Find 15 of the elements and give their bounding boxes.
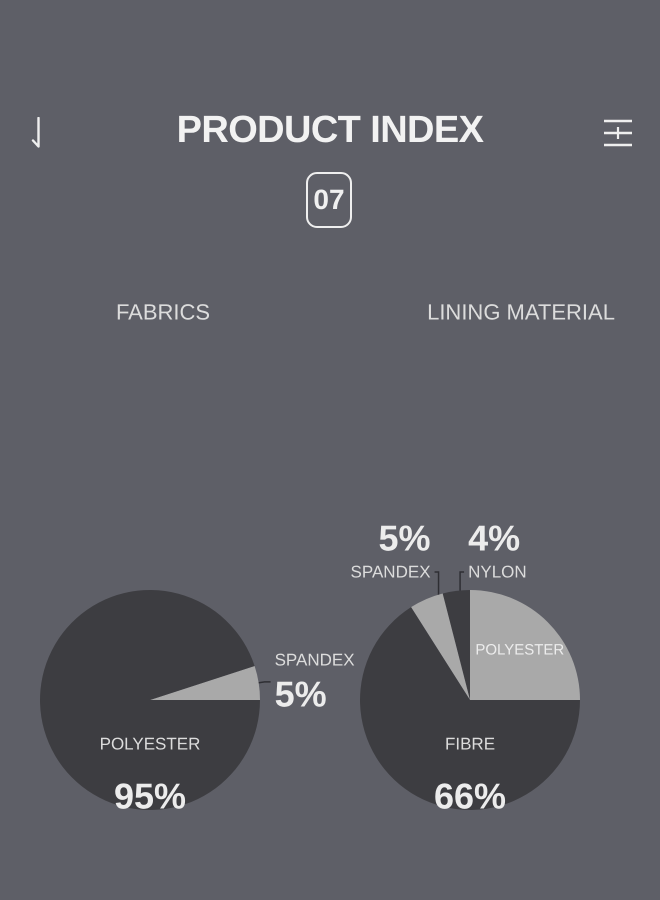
- slice-label: SPANDEX: [274, 650, 355, 670]
- data-label: 5%: [274, 673, 327, 714]
- data-label: 66%: [434, 776, 506, 816]
- text: PRODUCT INDEX: [176, 109, 484, 151]
- slice-label: FIBRE: [444, 734, 496, 754]
- chart-title: LINING MATERIAL: [427, 300, 615, 324]
- chart-title: FABRICS: [116, 300, 210, 324]
- slice-label: NYLON: [468, 562, 527, 582]
- slice-label: POLYESTER: [100, 734, 200, 754]
- data-label: 5%: [378, 518, 431, 558]
- slice-label: POLYESTER: [475, 642, 564, 659]
- data-label: 4%: [468, 518, 520, 558]
- data-label: 95%: [114, 776, 186, 816]
- rounded-frame: 07: [306, 172, 352, 228]
- slice-label: SPANDEX: [350, 562, 431, 582]
